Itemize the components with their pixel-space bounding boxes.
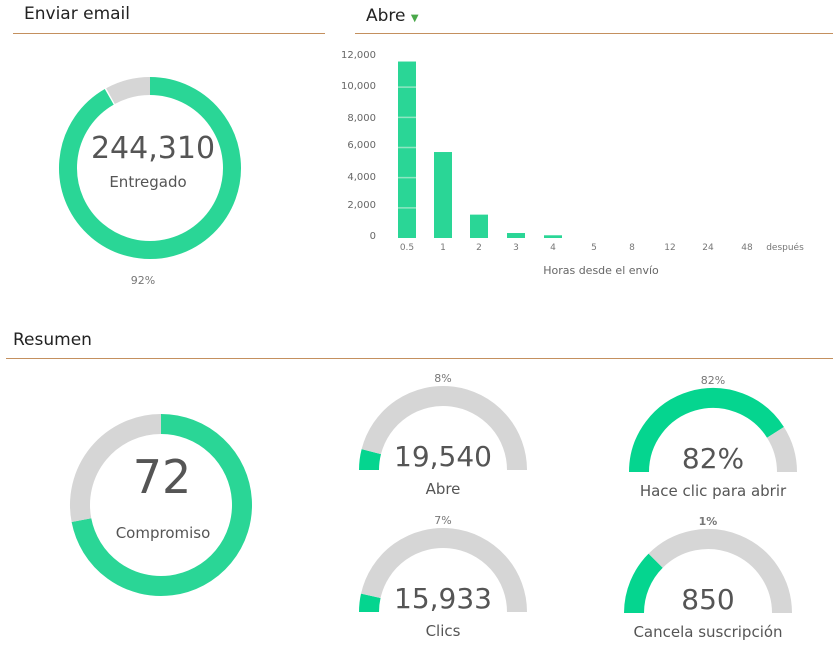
gauges (359, 386, 797, 614)
y-tick: 0 (369, 231, 376, 242)
gauge-percent: 7% (434, 514, 452, 527)
bar-0.5 (398, 61, 416, 239)
opens-title-text: Abre (366, 6, 406, 26)
x-tick: 5 (591, 243, 597, 253)
gauge-percent: 1% (698, 515, 718, 528)
x-tick: 4 (550, 243, 556, 253)
divider (355, 33, 833, 34)
bar-2 (470, 214, 488, 238)
bar-4 (544, 235, 562, 238)
bar-1 (434, 152, 452, 238)
gauge-label: Hace clic para abrir (639, 482, 787, 500)
gauge-filled (359, 449, 382, 471)
gauge-remaining (648, 529, 792, 614)
delivered-percent: 92% (130, 274, 156, 287)
divider (13, 33, 325, 34)
ring-filled-segment (71, 414, 252, 596)
gauge-percent: 82% (700, 374, 726, 387)
engagement-label: Compromiso (115, 524, 211, 542)
gauge-percent: 8% (434, 372, 452, 385)
delivered-donut (59, 77, 241, 259)
x-tick: 1 (440, 243, 446, 253)
ring-remaining-segment (106, 77, 151, 105)
y-tick: 8,000 (347, 113, 376, 124)
x-tick: 8 (629, 243, 635, 253)
opens-bar-chart (398, 61, 562, 239)
x-tick: 3 (513, 243, 519, 253)
gauge-value: 850 (681, 583, 735, 616)
gauge-remaining (766, 426, 797, 473)
gauge-label: Clics (425, 622, 461, 640)
gauge-filled (359, 593, 381, 613)
engagement-donut (70, 414, 252, 596)
y-tick: 10,000 (341, 81, 376, 92)
ring-filled-segment (59, 77, 241, 259)
x-tick: 0.5 (399, 243, 415, 253)
opens-title[interactable]: Abre ▼ (366, 6, 419, 26)
gauge-filled (624, 553, 664, 614)
gauge-label: Cancela suscripción (633, 623, 783, 641)
gauge-value: 15,933 (394, 582, 492, 615)
gauge-value: 19,540 (394, 440, 492, 473)
y-tick: 6,000 (347, 140, 376, 151)
gauge-label: Abre (425, 480, 461, 498)
x-tick: 48 (741, 243, 753, 253)
divider (6, 358, 833, 359)
x-tick: 24 (702, 243, 714, 253)
gauge-filled (629, 388, 784, 473)
delivered-value: 244,310 (90, 131, 216, 166)
gauge-remaining (361, 386, 527, 471)
delivered-label: Entregado (109, 173, 187, 191)
send-email-title: Enviar email (24, 4, 130, 24)
x-axis-label: Horas desde el envío (543, 264, 659, 277)
y-tick: 4,000 (347, 172, 376, 183)
x-tick: después (766, 243, 804, 253)
gauge-remaining (361, 528, 527, 613)
x-tick: 2 (476, 243, 482, 253)
summary-title: Resumen (13, 330, 92, 350)
gauge-value: 82% (681, 442, 745, 475)
y-tick: 2,000 (347, 200, 376, 211)
engagement-value: 72 (132, 450, 192, 504)
y-tick: 12,000 (341, 50, 376, 61)
x-tick: 12 (664, 243, 676, 253)
ring-remaining-segment (70, 414, 162, 523)
triangle-down-icon[interactable]: ▼ (410, 13, 419, 24)
bar-3 (507, 233, 525, 238)
